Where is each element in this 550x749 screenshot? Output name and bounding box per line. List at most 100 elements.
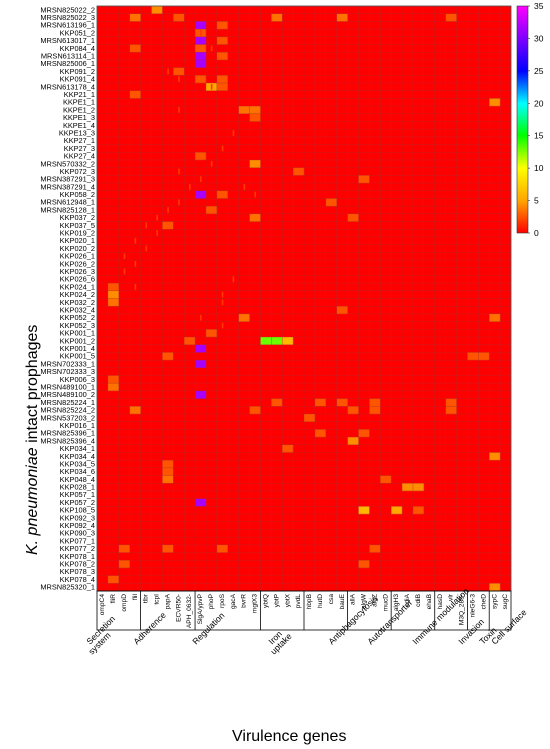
column-label: APH_0632- [186,594,193,628]
row-label: KKP034_4 [60,452,95,461]
row-label: KKP032_4 [60,306,95,315]
heatmap-mark [210,45,213,52]
row-label: KKP016_1 [60,421,95,430]
row-label: KKP020_1 [60,236,95,245]
row-label: MRSN387291_4 [40,182,95,191]
heatmap-cell [151,6,163,14]
column-label: bauE [339,593,346,609]
row-label: KKP078_2 [60,560,95,569]
column-label: gacA [230,593,237,609]
row-label: KKPE13_3 [59,128,95,137]
row-label: KKP057_2 [60,498,95,507]
column-label: M3Q_285- [459,594,466,625]
heatmap-cell [238,313,250,322]
heatmap-mark [123,253,126,260]
column-label: cdiA [404,593,411,606]
heatmap-cell [391,506,403,515]
heatmap-cell [249,113,261,122]
row-label: MRSN825396_1 [40,429,95,438]
heatmap-cell [412,483,425,492]
column-label: bvrR [241,594,248,608]
row-label: KKP001_4 [60,344,95,353]
heatmap-mark [134,284,137,290]
heatmap-cell [162,221,174,230]
heatmap-cell [216,75,228,84]
heatmap-cell [478,352,490,361]
column-label: mgtX3 [252,594,259,613]
group-label: Regulation [190,610,226,646]
heatmap-cell [173,13,185,22]
column-label: hbpB [306,593,313,609]
column-label: cheD [480,594,487,610]
row-label: KKP034_5 [60,459,95,468]
heatmap-cell [216,190,228,199]
column-label: fliR [110,594,117,604]
heatmap-mark [156,230,158,236]
heatmap-cell [216,82,228,91]
row-label: KKP037_5 [60,221,95,230]
column-label: csa [328,594,335,605]
row-label: MRSN537203_2 [40,413,95,422]
row-label: MRSN489100_2 [40,390,95,399]
column-label: SlgA/ypvP [197,593,204,624]
column-label: pvdL [295,594,302,609]
heatmap-mark [221,299,224,306]
heatmap-cell [195,52,207,61]
heatmap-cell [282,444,294,453]
row-label: KKP078_3 [60,567,95,576]
heatmap-cell [107,283,119,292]
heatmap-cell [358,560,370,569]
column-label: ehaB [426,593,433,609]
y-axis-label-italic: K. pneumoniae [24,447,41,555]
heatmap-cell [129,406,141,415]
column-label: papA [164,593,171,609]
heatmap-cell [195,59,207,68]
row-label: KKP001_5 [60,352,95,361]
column-label: rpoS [219,593,226,608]
row-label: KKP019_2 [60,229,95,238]
heatmap-cell [216,21,228,30]
heatmap-cell [107,575,119,584]
heatmap-cell [358,506,370,515]
heatmap-cell [216,544,228,553]
heatmap-mark [178,107,180,113]
heatmap-cell [402,483,414,492]
heatmap-mark [210,160,213,167]
row-label: KKP051_2 [60,28,95,37]
heatmap-cell [162,352,174,361]
colorbar: 0 5 10 15 20 25 30 35 [516,1,544,238]
row-label: MRSN825128_1 [40,205,95,214]
heatmap-cell [129,44,141,53]
row-label: KKP27_3 [64,144,95,153]
row-label: MRSN702333_1 [40,359,95,368]
row-label: KKP058_2 [60,190,95,199]
row-label: KKP077_2 [60,544,95,553]
row-label: KKP27_4 [64,152,95,161]
heatmap-cell [271,13,283,22]
colorbar-tick-label: 15 [534,131,544,141]
heatmap-mark [232,130,235,136]
heatmap-mark [210,83,213,90]
row-label: MRSN613178_4 [40,82,95,91]
row-label: KKP072_3 [60,167,95,176]
heatmap-mark [189,184,191,190]
row-label: KKP006_3 [60,375,95,384]
column-label: allA [350,593,357,605]
heatmap-mark [178,76,180,82]
heatmap-mark [167,207,169,213]
colorbar-gradient [516,5,529,234]
row-label: KKP084_4 [60,44,95,53]
column-label: algH3 [393,594,400,612]
heatmap-cell [347,437,359,445]
column-label: ybtP [273,593,280,607]
heatmap-cell [195,190,207,199]
heatmap-cell [347,213,359,222]
heatmap-mark [221,322,224,329]
column-label: algZ [371,594,378,607]
heatmap-cell [304,413,316,422]
heatmap-cell [162,460,174,469]
heatmap-cell [173,67,185,76]
x-axis-label: Virulence genes [232,728,347,745]
heatmap-mark [178,168,180,175]
heatmap-cell [314,429,326,438]
